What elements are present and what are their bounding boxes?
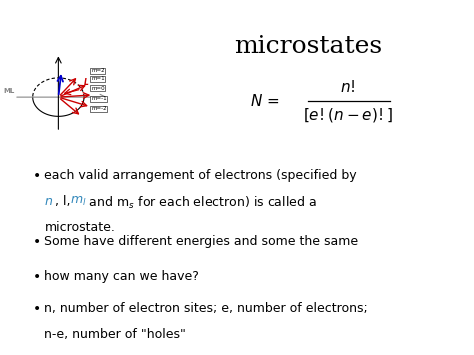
Text: and m$_s$ for each electron) is called a: and m$_s$ for each electron) is called a <box>85 195 317 211</box>
Text: m=-2: m=-2 <box>91 106 107 111</box>
Text: m=1: m=1 <box>91 76 105 81</box>
Text: how many can we have?: how many can we have? <box>45 270 199 283</box>
Text: microstates: microstates <box>234 35 382 58</box>
Text: n-e, number of "holes": n-e, number of "holes" <box>45 328 186 341</box>
Text: •: • <box>33 169 41 183</box>
Text: ML: ML <box>4 88 15 94</box>
Text: m=0: m=0 <box>91 86 105 91</box>
Text: microstate.: microstate. <box>45 221 115 234</box>
Text: m=2: m=2 <box>91 69 105 73</box>
Text: •: • <box>33 235 41 249</box>
Text: Some have different energies and some the same: Some have different energies and some th… <box>45 235 358 248</box>
Text: , l,: , l, <box>55 195 74 208</box>
Text: m=-1: m=-1 <box>91 96 107 102</box>
Text: each valid arrangement of electrons (specified by: each valid arrangement of electrons (spe… <box>45 169 357 182</box>
Text: $N\,=\,$: $N\,=\,$ <box>250 93 280 109</box>
Text: •: • <box>33 301 41 316</box>
Text: n, number of electron sites; e, number of electrons;: n, number of electron sites; e, number o… <box>45 301 368 315</box>
Text: •: • <box>33 270 41 284</box>
Text: $m_l$: $m_l$ <box>70 195 87 208</box>
Text: $n$: $n$ <box>45 195 54 208</box>
Text: $[e!(n-e)!]$: $[e!(n-e)!]$ <box>303 106 392 124</box>
Text: $n!$: $n!$ <box>340 80 356 95</box>
Text: L: L <box>84 78 89 87</box>
